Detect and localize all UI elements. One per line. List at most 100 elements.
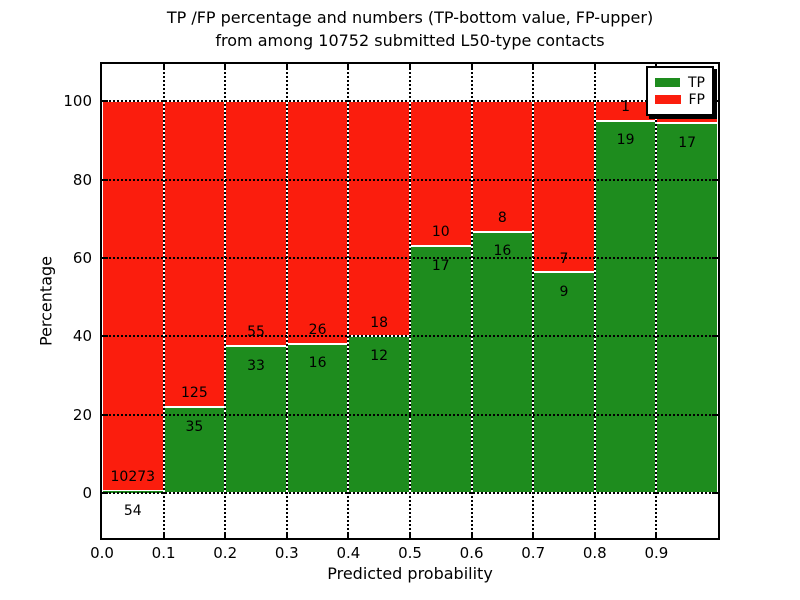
x-tick-mark [470,532,473,538]
legend: TP FP [646,66,714,116]
y-tick-label: 60 [72,248,92,267]
x-tick-mark-top [532,64,535,70]
fp-count-label: 1 [621,99,631,116]
x-tick-label: 0.2 [213,544,238,562]
tp-bar-segment [471,231,534,493]
y-tick-mark [102,256,108,259]
y-tick-mark-right [712,491,718,494]
tp-legend-swatch [655,78,680,87]
tp-bar-segment [533,272,595,493]
y-tick-mark [102,335,108,338]
x-tick-mark-top [470,64,473,70]
horizontal-gridline [102,491,718,494]
x-tick-label: 0.5 [398,544,422,562]
tp-count-label: 17 [678,134,697,151]
fp-count-label: 55 [247,324,265,341]
horizontal-gridline [102,335,718,338]
y-tick-mark [102,491,108,494]
x-tick-label: 0.6 [459,544,484,562]
tp-count-label: 33 [247,357,265,374]
y-tick-mark-right [712,100,718,103]
fp-count-label: 7 [559,250,569,267]
fp-bar-segment [348,101,410,337]
tp-count-label: 17 [431,257,450,274]
x-tick-label: 0.3 [274,544,299,562]
vertical-gridline [285,64,288,538]
fp-count-label: 18 [370,314,389,331]
legend-item-fp: FP [655,91,705,108]
horizontal-gridline [102,100,718,103]
tp-count-label: 35 [185,418,204,435]
y-tick-mark-right [712,413,718,416]
vertical-gridline [532,64,535,538]
fp-legend-swatch [655,95,681,104]
x-tick-mark [409,532,411,538]
x-tick-mark [285,532,288,538]
x-tick-label: 0.0 [90,544,114,562]
tp-count-label: 19 [616,132,635,149]
vertical-gridline [593,64,596,538]
x-tick-mark [655,532,658,538]
x-tick-label: 0.9 [644,544,669,562]
x-tick-mark [532,532,535,538]
chart-title-line-1: TP /FP percentage and numbers (TP-bottom… [166,8,654,27]
y-tick-mark-right [712,256,718,259]
x-tick-mark [162,532,165,538]
vertical-gridline [655,64,658,538]
fp-count-label: 10273 [110,469,156,486]
x-tick-label: 0.7 [521,544,546,562]
fp-bar-segment [286,101,349,344]
fp-bar-segment [163,101,226,408]
horizontal-gridline [102,178,718,181]
y-tick-label: 100 [63,92,92,111]
x-tick-mark [593,532,596,538]
y-tick-label: 20 [72,405,92,424]
y-tick-label: 0 [82,483,92,502]
x-tick-mark [224,532,227,538]
x-tick-label: 0.4 [336,544,361,562]
tp-count-label: 9 [559,283,569,300]
x-axis-label: Predicted probability [327,564,493,583]
x-tick-label: 0.8 [582,544,607,562]
tp-bar-segment [594,120,657,493]
x-tick-mark-top [347,64,350,70]
vertical-gridline [162,64,165,538]
plot-area: 10273 54 125 35 55 33 26 16 18 12 10 17 8 16 7 9 1 19 17 [100,62,720,540]
fp-bar-segment [225,101,287,347]
vertical-gridline [347,64,350,538]
y-tick-label: 80 [72,170,92,189]
tp-count-label: 16 [493,243,512,260]
x-tick-mark-top [162,64,165,70]
legend-item-tp: TP [655,74,705,91]
y-tick-mark-right [712,335,718,338]
tp-bar-segment [225,346,287,493]
tp-bar-segment [656,123,718,493]
tp-count-label: 16 [308,355,327,372]
y-tick-label: 40 [72,327,92,346]
fp-count-label: 26 [308,321,327,338]
chart-title: TP /FP percentage and numbers (TP-bottom… [100,6,720,52]
fp-count-label: 10 [431,224,450,241]
x-tick-mark-top [593,64,596,70]
y-tick-mark [102,178,108,181]
horizontal-gridline [102,256,718,259]
x-tick-mark-top [409,64,411,70]
fp-legend-label: FP [688,91,706,108]
x-tick-mark-top [285,64,288,70]
y-tick-mark-right [712,178,718,181]
vertical-gridline [409,64,411,538]
tp-legend-label: TP [688,74,705,91]
fp-count-label: 8 [497,209,507,226]
vertical-gridline [470,64,473,538]
tp-count-label: 54 [123,502,142,519]
fp-count-label: 125 [181,385,208,402]
y-tick-mark [102,100,108,103]
chart-title-line-2: from among 10752 submitted L50-type cont… [215,31,605,50]
fp-bar-segment [102,101,164,491]
vertical-gridline [224,64,227,538]
x-tick-label: 0.1 [151,544,176,562]
horizontal-gridline [102,413,718,416]
x-tick-mark [347,532,350,538]
tp-bar-segment [410,246,472,493]
